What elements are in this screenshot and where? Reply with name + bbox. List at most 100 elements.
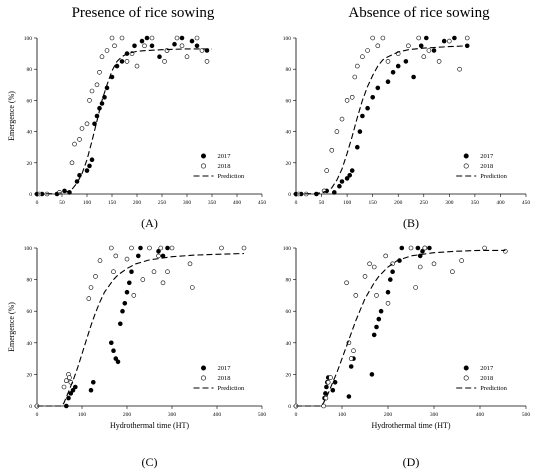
point-2017 bbox=[114, 63, 120, 69]
legend-prediction-label: Prediction bbox=[480, 385, 507, 392]
point-2017 bbox=[102, 95, 107, 100]
point-2018 bbox=[169, 245, 175, 251]
point-2017 bbox=[64, 403, 69, 409]
point-2018 bbox=[370, 35, 376, 41]
y-tick-label: 80 bbox=[27, 278, 33, 284]
panel-label: (C) bbox=[142, 455, 158, 469]
legend-2017-marker bbox=[201, 153, 207, 159]
point-2017 bbox=[194, 43, 200, 49]
point-2017 bbox=[415, 245, 421, 251]
point-2018 bbox=[97, 258, 103, 263]
point-2017 bbox=[70, 387, 76, 393]
point-2017 bbox=[91, 379, 96, 385]
point-2017 bbox=[189, 38, 195, 44]
point-2018 bbox=[147, 245, 152, 251]
point-2017 bbox=[375, 85, 381, 91]
legend-2018-label: 2018 bbox=[480, 375, 493, 382]
point-2017 bbox=[73, 384, 78, 390]
point-2018 bbox=[323, 395, 329, 401]
point-2017 bbox=[420, 248, 425, 254]
point-2018 bbox=[385, 59, 391, 64]
point-2017 bbox=[411, 74, 416, 80]
point-2018 bbox=[457, 66, 462, 72]
prediction-line bbox=[36, 48, 212, 195]
point-2018 bbox=[353, 293, 359, 298]
point-2017 bbox=[385, 289, 391, 295]
point-2018 bbox=[165, 269, 170, 275]
point-2018 bbox=[426, 48, 432, 53]
y-tick-label: 60 bbox=[286, 309, 292, 315]
point-2017 bbox=[92, 121, 97, 127]
point-2018 bbox=[431, 261, 437, 267]
point-2018 bbox=[367, 261, 372, 267]
legend-2017-label: 2017 bbox=[480, 365, 494, 372]
prediction-line bbox=[295, 45, 468, 195]
point-2017 bbox=[431, 48, 437, 53]
point-2018 bbox=[241, 245, 247, 251]
x-tick-label: 150 bbox=[369, 200, 378, 206]
point-2017 bbox=[374, 324, 379, 330]
point-2017 bbox=[331, 190, 337, 195]
point-2018 bbox=[140, 277, 146, 282]
x-tick-label: 350 bbox=[208, 200, 217, 206]
point-2018 bbox=[459, 258, 464, 263]
y-tick-label: 20 bbox=[27, 372, 33, 378]
point-2017 bbox=[390, 70, 396, 75]
x-tick-label: 250 bbox=[420, 200, 429, 206]
x-axis-title: Hydrothermal time (HT) bbox=[371, 421, 450, 430]
y-tick-label: 60 bbox=[27, 309, 33, 315]
x-tick-label: 50 bbox=[59, 200, 65, 206]
x-tick-label: 500 bbox=[258, 412, 267, 418]
legend-prediction-label: Prediction bbox=[480, 173, 507, 180]
point-2018 bbox=[406, 43, 411, 49]
point-2017 bbox=[136, 253, 141, 259]
point-2018 bbox=[88, 285, 94, 290]
point-2017 bbox=[115, 359, 121, 365]
point-2018 bbox=[362, 274, 368, 279]
point-2018 bbox=[162, 59, 167, 64]
legend-2018-label: 2018 bbox=[218, 375, 231, 382]
point-2018 bbox=[119, 35, 125, 41]
point-2017 bbox=[323, 391, 328, 396]
y-tick-label: 60 bbox=[27, 98, 33, 104]
point-2017 bbox=[346, 394, 352, 399]
point-2017 bbox=[119, 59, 125, 64]
y-tick-label: 100 bbox=[24, 36, 33, 42]
point-2018 bbox=[194, 35, 200, 41]
point-2017 bbox=[365, 105, 370, 111]
point-2017 bbox=[118, 321, 123, 327]
y-tick-label: 0 bbox=[288, 192, 291, 198]
point-2018 bbox=[61, 384, 67, 390]
point-2017 bbox=[427, 245, 432, 251]
point-2018 bbox=[67, 375, 72, 380]
point-2018 bbox=[334, 129, 340, 134]
point-2017 bbox=[179, 35, 185, 41]
point-2018 bbox=[104, 48, 110, 53]
point-2017 bbox=[403, 59, 409, 64]
point-2018 bbox=[94, 82, 100, 88]
y-tick-label: 40 bbox=[27, 341, 33, 347]
point-2018 bbox=[93, 274, 98, 279]
point-2017 bbox=[113, 356, 119, 361]
point-2017 bbox=[378, 308, 384, 314]
x-tick-label: 100 bbox=[338, 412, 347, 418]
point-2018 bbox=[502, 248, 508, 254]
point-2017 bbox=[124, 289, 130, 295]
y-tick-label: 40 bbox=[27, 130, 33, 136]
point-2017 bbox=[369, 372, 375, 377]
point-2018 bbox=[421, 54, 427, 60]
legend-2017-marker bbox=[463, 365, 469, 371]
panel-c: 0 20 40 60 80 100 0 100 200 300 400 500 Emergence (%… bbox=[7, 245, 267, 469]
point-2017 bbox=[144, 35, 150, 41]
point-2018 bbox=[219, 245, 224, 251]
x-tick-label: 0 bbox=[36, 200, 39, 206]
point-2018 bbox=[371, 264, 377, 270]
point-2017 bbox=[127, 280, 132, 286]
point-2018 bbox=[190, 285, 195, 290]
point-2018 bbox=[204, 59, 210, 64]
header-absence: Absence of rice sowing bbox=[348, 5, 490, 21]
point-2018 bbox=[374, 293, 379, 298]
point-2017 bbox=[347, 173, 353, 178]
point-2017 bbox=[344, 176, 350, 181]
point-2018 bbox=[351, 348, 356, 354]
